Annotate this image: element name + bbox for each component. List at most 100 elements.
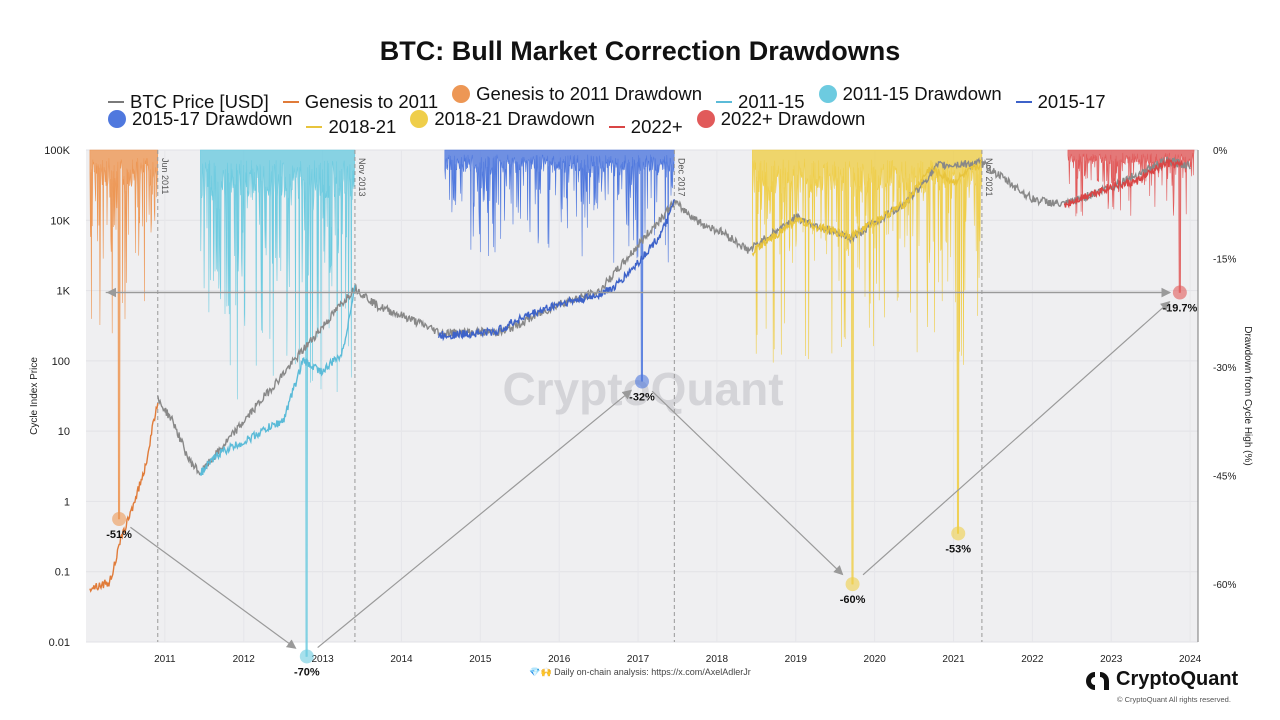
legend-item: 2022+ [608,116,683,138]
y-left-tick-label: 0.1 [55,567,70,579]
legend-line-icon [306,126,323,128]
legend-item: 2015-17 [1015,91,1106,113]
max-drawdown-label: -70% [294,666,320,678]
legend-label: BTC Price [USD] [130,91,269,112]
cycle-marker-label: Nov 2013 [357,158,367,197]
legend-item: 2011-15 Drawdown [818,83,1002,105]
y-right-tick-label: -60% [1213,580,1236,591]
x-tick-label: 2022 [1021,654,1044,665]
drawdown-area [444,149,675,382]
legend-item: 2022+ Drawdown [696,108,866,130]
cryptoquant-logo-icon [1086,672,1109,690]
trend-arrow [862,301,1171,576]
y-right-tick-label: -30% [1213,363,1236,374]
x-tick-label: 2023 [1100,654,1123,665]
max-drawdown-label: -51% [106,529,132,541]
price-series-line [1063,157,1183,209]
max-drawdown-marker [951,526,966,541]
y-left-tick-label: 1K [57,286,71,298]
legend-item: Genesis to 2011 [282,91,439,113]
legend-row-2: 2015-17 Drawdown 2018-21 2018-21 Drawdown 2… [108,108,1188,138]
x-tick-label: 2019 [785,654,808,665]
chart-title: BTC: Bull Market Correction Drawdowns [379,36,901,66]
x-tick-label: 2021 [942,654,965,665]
y-right-tick-label: 0% [1213,146,1228,157]
legend-row-1: BTC Price [USD] Genesis to 2011 Genesis to… [108,83,1188,113]
legend-item: Genesis to 2011 Drawdown [452,83,702,105]
x-tick-label: 2024 [1179,654,1202,665]
legend-label: 2015-17 Drawdown [132,108,293,129]
legend-label: 2022+ Drawdown [720,108,866,129]
trend-arrow [317,389,633,649]
x-tick-label: 2016 [548,654,571,665]
legend-dot-icon [452,85,471,103]
drawdown-area [752,149,983,585]
legend-label: 2011-15 [738,91,805,112]
footer-note: 💎🙌 Daily on-chain analysis: https://x.co… [529,667,751,677]
cycle-marker-label: Jun 2011 [160,158,170,194]
legend-item: 2018-21 Drawdown [410,108,595,130]
legend-dot-icon [696,110,715,128]
y-left-tick-label: 1 [64,496,70,508]
drawdown-area [200,149,356,657]
y-left-tick-label: 0.01 [49,637,70,649]
max-drawdown-label: -53% [945,543,971,555]
x-tick-label: 2017 [627,654,650,665]
max-drawdown-label: -19.7% [1162,303,1197,315]
legend-line-icon [282,101,299,103]
legend-label: 2018-21 Drawdown [434,108,595,129]
x-tick-label: 2014 [390,654,413,665]
cycle-marker-label: Nov 2021 [984,158,994,197]
copyright-text: © CryptoQuant All rights reserved. [1117,695,1231,704]
y-right-tick-label: -45% [1213,472,1236,483]
y-left-tick-label: 10 [58,426,70,438]
legend-line-icon [1015,101,1032,103]
legend-label: Genesis to 2011 [304,91,439,112]
trend-arrow [651,390,844,576]
max-drawdown-label: -60% [840,594,866,606]
y-left-tick-label: 100 [52,356,70,368]
legend-label: 2011-15 Drawdown [842,83,1002,104]
price-series-line [751,159,982,257]
x-tick-label: 2011 [154,654,176,665]
legend-label: Genesis to 2011 Drawdown [476,83,703,104]
trend-arrow [130,526,297,649]
legend-label: 2018-21 [328,116,397,137]
max-drawdown-marker [112,512,127,526]
legend-line-icon [716,101,733,103]
price-series-line [199,285,356,476]
y-left-axis-title: Cycle Index Price [29,357,40,435]
x-tick-label: 2013 [311,654,334,665]
legend-dot-icon [108,110,126,128]
legend-label: 2022+ [630,116,683,137]
legend-item: BTC Price [USD] [108,91,269,113]
legend-line-icon [608,126,625,128]
x-tick-label: 2020 [864,654,887,665]
drawdown-area [89,149,159,520]
x-tick-label: 2015 [469,654,492,665]
brand-name: CryptoQuant [1116,668,1239,690]
legend-line-icon [108,101,124,103]
legend-item: 2018-21 [306,116,396,138]
legend-label: 2015-17 [1037,91,1106,112]
legend-item: 2015-17 Drawdown [108,108,292,130]
max-drawdown-label: -32% [629,392,655,404]
price-series-line [89,402,159,593]
legend-dot-icon [410,110,429,128]
y-right-tick-label: -15% [1213,255,1236,266]
y-right-axis-title: Drawdown from Cycle High (%) [1242,326,1253,465]
max-drawdown-marker [1172,285,1187,300]
max-drawdown-marker [635,374,649,389]
watermark: CryptoQuant [502,363,783,415]
max-drawdown-marker [845,577,860,592]
legend-item: 2011-15 [716,91,805,113]
y-left-tick-label: 10K [50,215,70,227]
price-series-line [157,156,1191,476]
x-tick-label: 2012 [233,654,256,665]
y-left-tick-label: 100K [44,145,70,157]
cycle-marker-label: Dec 2017 [676,158,686,197]
price-series-line [437,199,675,342]
x-tick-label: 2018 [706,654,729,665]
legend-dot-icon [818,85,837,103]
